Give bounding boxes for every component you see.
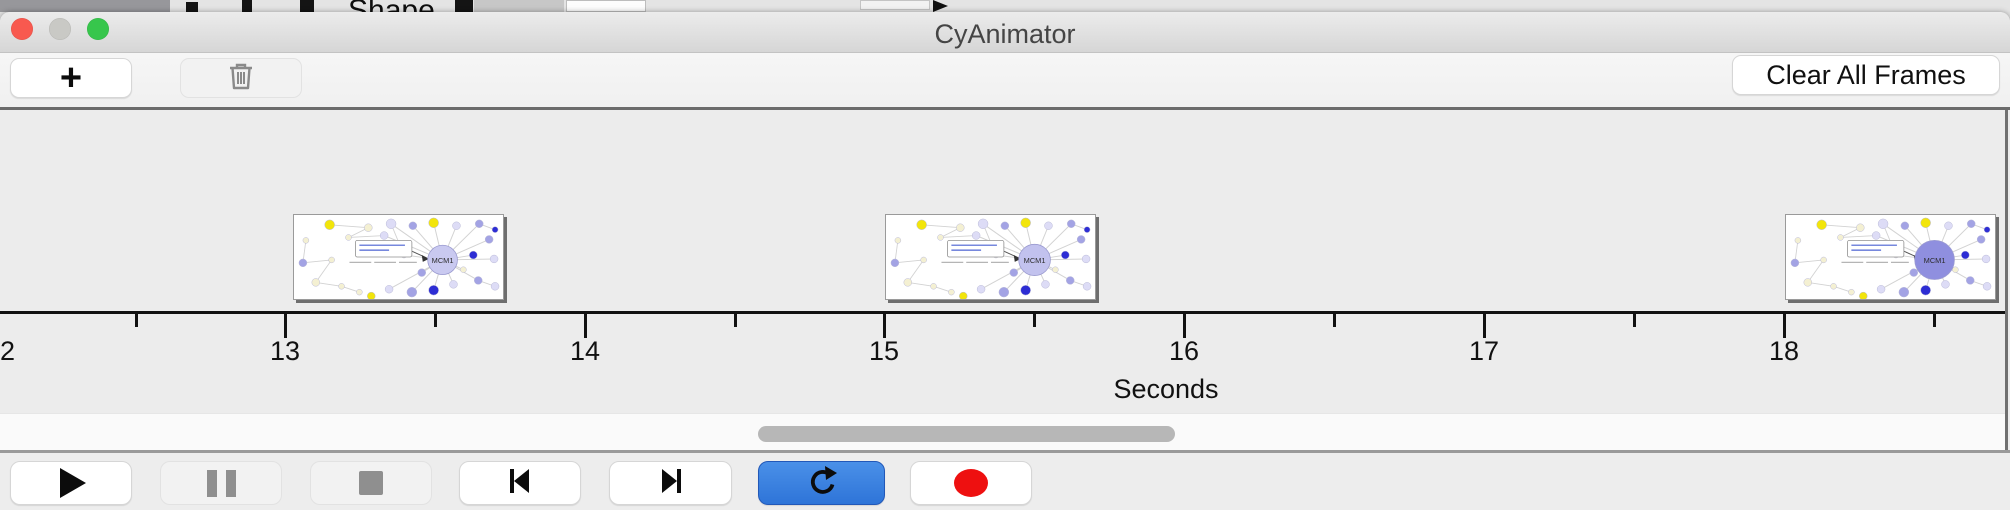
cyanimator-window: CyAnimator + Clear All Frames 12 13 14 15	[0, 12, 2010, 510]
go-to-start-button[interactable]	[459, 461, 581, 505]
axis-minor-tick	[1933, 314, 1936, 327]
trash-icon	[226, 60, 256, 97]
background-window-text: Shape	[348, 0, 435, 12]
divider	[0, 450, 2010, 453]
clear-all-frames-label: Clear All Frames	[1766, 59, 1966, 90]
timeline-scrollbar-thumb[interactable]	[758, 426, 1175, 442]
axis-major-tick	[1183, 314, 1186, 338]
axis-tick-label: 15	[868, 336, 900, 366]
background-window-strip: Shape	[0, 0, 2010, 12]
playback-bar: Animation Speed:	[0, 453, 2010, 510]
window-title: CyAnimator	[934, 19, 1076, 49]
next-frame-button[interactable]	[609, 461, 732, 505]
axis-minor-tick	[1033, 314, 1036, 327]
axis-minor-tick	[1333, 314, 1336, 327]
loop-icon	[805, 465, 839, 502]
background-fragment	[474, 0, 564, 12]
svg-text:MCM1: MCM1	[1924, 256, 1946, 265]
axis-tick-label: 12	[0, 336, 16, 366]
axis-minor-tick	[1633, 314, 1636, 327]
axis-tick-label: 13	[269, 336, 301, 366]
frame-thumbnail-15s[interactable]: MCM1	[885, 214, 1096, 300]
stop-button[interactable]	[310, 461, 432, 505]
axis-minor-tick	[434, 314, 437, 327]
axis-minor-tick	[734, 314, 737, 327]
axis-minor-tick	[135, 314, 138, 327]
background-fragment	[0, 0, 170, 12]
plus-icon: +	[59, 57, 83, 99]
background-fragment	[242, 0, 252, 12]
axis-major-tick	[1783, 314, 1786, 338]
timeline-panel[interactable]: 12 13 14 15 16 17 18 MCM1 MCM1 MCM1 Seconds	[0, 110, 2008, 450]
stop-icon	[359, 471, 383, 495]
pause-button[interactable]	[160, 461, 282, 505]
skip-to-next-icon	[655, 467, 687, 500]
frame-thumbnail-13s[interactable]: MCM1	[293, 214, 504, 300]
background-fragment	[566, 0, 646, 12]
record-icon	[954, 469, 988, 497]
axis-tick-label: 17	[1468, 336, 1500, 366]
axis-major-tick	[1483, 314, 1486, 338]
play-button[interactable]	[10, 461, 132, 505]
background-fragment	[860, 0, 930, 10]
clear-all-frames-button[interactable]: Clear All Frames	[1732, 55, 2000, 95]
svg-text:MCM1: MCM1	[1024, 256, 1046, 265]
loop-button[interactable]	[758, 461, 885, 505]
axis-tick-label: 14	[569, 336, 601, 366]
play-icon	[60, 468, 86, 498]
panel-border	[0, 107, 2010, 110]
axis-title: Seconds	[1113, 374, 1219, 404]
add-frame-button[interactable]: +	[10, 58, 132, 98]
background-fragment	[933, 0, 948, 12]
record-button[interactable]	[910, 461, 1032, 505]
pause-icon	[206, 469, 236, 497]
close-button[interactable]	[11, 18, 33, 40]
background-fragment	[186, 2, 198, 12]
timeline-axis-line	[0, 311, 2005, 314]
background-fragment	[300, 0, 314, 12]
minimize-button[interactable]	[49, 18, 71, 40]
svg-text:MCM1: MCM1	[432, 256, 454, 265]
skip-to-start-icon	[504, 467, 536, 500]
axis-major-tick	[584, 314, 587, 338]
title-bar[interactable]: CyAnimator	[0, 12, 2010, 53]
timeline-scrollbar-track[interactable]	[0, 413, 2005, 450]
axis-tick-label: 18	[1768, 336, 1800, 366]
frame-toolbar	[0, 53, 2010, 107]
background-fragment	[455, 0, 473, 12]
zoom-button[interactable]	[87, 18, 109, 40]
axis-major-tick	[284, 314, 287, 338]
delete-frame-button[interactable]	[180, 58, 302, 98]
axis-tick-label: 16	[1168, 336, 1200, 366]
frame-thumbnail-18s[interactable]: MCM1	[1785, 214, 1996, 300]
axis-major-tick	[883, 314, 886, 338]
